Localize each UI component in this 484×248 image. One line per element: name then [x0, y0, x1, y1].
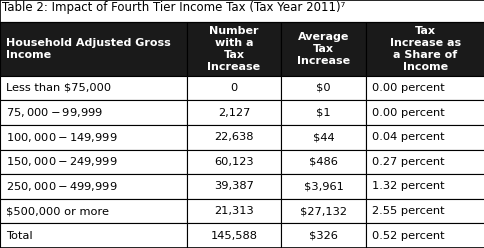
Bar [281, 76, 365, 100]
Bar [281, 199, 365, 223]
Bar [0, 174, 186, 199]
Bar [365, 125, 484, 150]
Bar [186, 125, 281, 150]
Bar [281, 223, 365, 248]
Bar [186, 174, 281, 199]
Text: 2.55 percent: 2.55 percent [371, 206, 444, 216]
Bar [281, 100, 365, 125]
Bar [281, 22, 365, 76]
Text: Less than $75,000: Less than $75,000 [6, 83, 111, 93]
Text: $1: $1 [316, 108, 331, 118]
Bar [365, 174, 484, 199]
Text: $44: $44 [312, 132, 334, 142]
Bar [0, 76, 186, 100]
Bar [186, 76, 281, 100]
Bar [365, 100, 484, 125]
Text: $3,961: $3,961 [303, 182, 343, 191]
Text: 145,588: 145,588 [210, 231, 257, 241]
Text: Tax
Increase as
a Share of
Income: Tax Increase as a Share of Income [389, 26, 460, 72]
Bar [281, 150, 365, 174]
Bar [186, 223, 281, 248]
Text: 0.00 percent: 0.00 percent [371, 108, 444, 118]
Text: 22,638: 22,638 [214, 132, 253, 142]
Text: 0.04 percent: 0.04 percent [371, 132, 444, 142]
Bar [0, 22, 186, 76]
Text: 2,127: 2,127 [217, 108, 250, 118]
Bar [0, 100, 186, 125]
Text: 0.52 percent: 0.52 percent [371, 231, 444, 241]
Text: 39,387: 39,387 [213, 182, 254, 191]
Bar [281, 174, 365, 199]
Text: $486: $486 [309, 157, 337, 167]
Bar [186, 100, 281, 125]
Text: $150,000 - $249,999: $150,000 - $249,999 [6, 155, 117, 168]
Text: $100,000 - $149,999: $100,000 - $149,999 [6, 131, 117, 144]
Text: $250,000 - $499,999: $250,000 - $499,999 [6, 180, 117, 193]
Text: Number
with a
Tax
Increase: Number with a Tax Increase [207, 26, 260, 72]
Text: 1.32 percent: 1.32 percent [371, 182, 444, 191]
Bar [186, 199, 281, 223]
Bar [365, 150, 484, 174]
Text: 0.27 percent: 0.27 percent [371, 157, 444, 167]
Text: 0: 0 [230, 83, 237, 93]
Bar [186, 22, 281, 76]
Bar [281, 125, 365, 150]
Text: $75,000 - $99,999: $75,000 - $99,999 [6, 106, 103, 119]
Bar [365, 76, 484, 100]
Bar [0, 150, 186, 174]
Text: Total: Total [6, 231, 32, 241]
Text: $500,000 or more: $500,000 or more [6, 206, 108, 216]
Bar [0, 223, 186, 248]
Text: $27,132: $27,132 [300, 206, 347, 216]
Bar [365, 22, 484, 76]
Text: 60,123: 60,123 [214, 157, 253, 167]
Bar [0, 199, 186, 223]
Bar [365, 199, 484, 223]
Text: $326: $326 [309, 231, 337, 241]
Text: Household Adjusted Gross
Income: Household Adjusted Gross Income [6, 38, 170, 60]
Text: 0.00 percent: 0.00 percent [371, 83, 444, 93]
Text: Average
Tax
Increase: Average Tax Increase [297, 32, 349, 66]
Bar [365, 223, 484, 248]
Text: $0: $0 [316, 83, 331, 93]
Text: Table 2: Impact of Fourth Tier Income Tax (Tax Year 2011)⁷: Table 2: Impact of Fourth Tier Income Ta… [2, 1, 345, 14]
Text: 21,313: 21,313 [214, 206, 253, 216]
Bar [0, 125, 186, 150]
Bar [186, 150, 281, 174]
